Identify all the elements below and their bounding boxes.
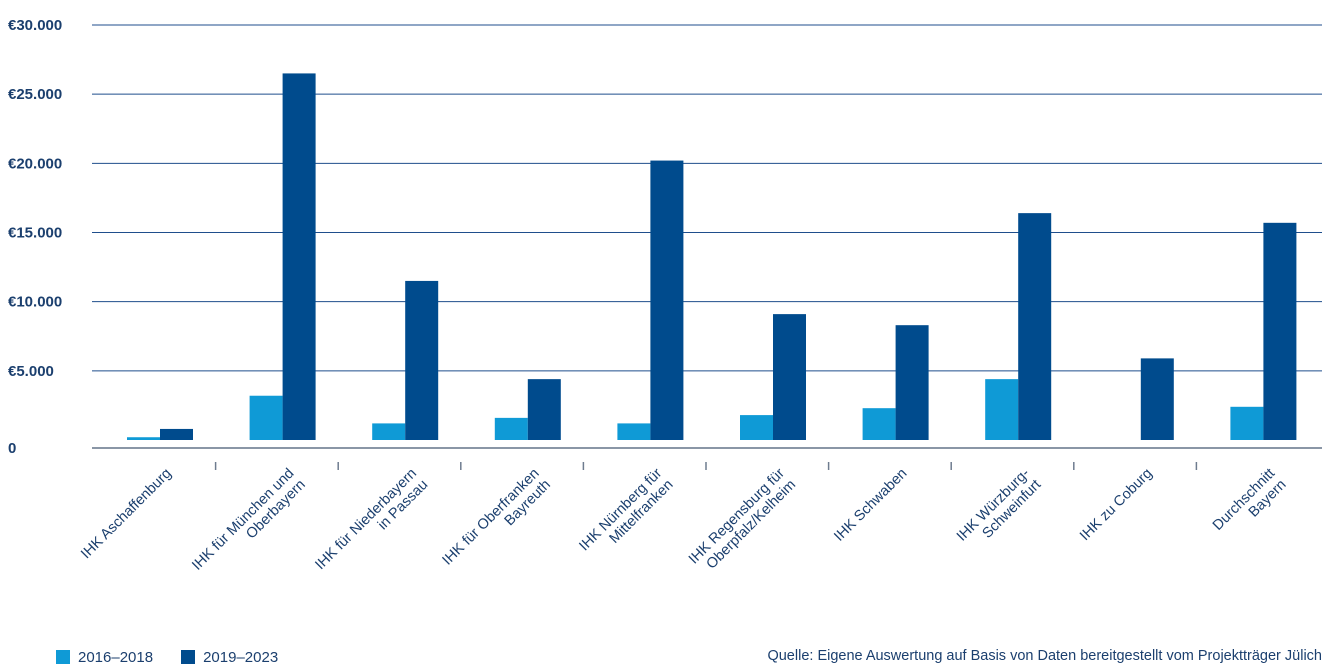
y-tick-label: €20.000: [8, 155, 62, 172]
bar-series-1: [617, 423, 651, 440]
x-tick-label: IHK Regensburg fürOberpfalz/Kelheim: [686, 465, 799, 578]
x-tick-label: IHK Würzburg-Schweinfurt: [954, 465, 1045, 556]
bar-series-2: [895, 325, 929, 440]
bar-series-2: [1263, 222, 1297, 440]
bar-series-1: [985, 379, 1019, 440]
bar-series-1: [494, 417, 528, 440]
legend-swatch: [56, 650, 70, 664]
legend-item-series-1: 2016–2018: [56, 649, 153, 666]
x-tick-label: IHK für Niederbayernin Passau: [312, 466, 431, 585]
bar-series-2: [160, 428, 193, 440]
x-tick-label: IHK für OberfrankenBayreuth: [440, 466, 554, 580]
y-tick-label: €30.000: [8, 17, 62, 34]
bar-series-2: [405, 280, 439, 440]
y-axis-tick-labels: 0 €5.000 €10.000 €15.000 €20.000 €25.000 €30.0…: [8, 17, 62, 457]
x-tick-label: IHK für München undOberbayern: [189, 466, 309, 586]
x-axis: [92, 447, 1322, 470]
bar-series-2: [650, 160, 684, 441]
x-tick-label: DurchschnittBayern: [1210, 466, 1290, 546]
legend-label: 2019–2023: [203, 648, 279, 666]
legend: 2016–2018 2019–2023: [56, 648, 306, 666]
bar-series-1: [372, 423, 406, 440]
bar-series-1: [1230, 406, 1264, 440]
y-tick-label: €25.000: [8, 86, 62, 103]
y-tick-label: €15.000: [8, 225, 62, 242]
legend-item-series-2: 2019–2023: [181, 649, 278, 666]
bar-series-2: [773, 314, 806, 440]
bar-series-2: [282, 73, 316, 441]
bar-series-2: [1018, 213, 1052, 440]
y-tick-label: €10.000: [8, 294, 62, 311]
x-axis-category-labels: IHK Aschaffenburg IHK für München undOber…: [78, 465, 1290, 586]
x-tick-label: IHK Schwaben: [831, 466, 910, 545]
bars: [127, 73, 1297, 441]
legend-label: 2016–2018: [78, 648, 154, 666]
bar-series-1: [862, 408, 896, 440]
gridlines: [92, 24, 1322, 372]
y-tick-label: 0: [8, 440, 16, 457]
legend-swatch: [181, 650, 196, 664]
bar-series-1: [249, 395, 283, 440]
x-tick-label: IHK Aschaffenburg: [78, 466, 175, 563]
y-tick-label: €5.000: [8, 363, 54, 380]
source-note: Quelle: Eigene Auswertung auf Basis von …: [767, 648, 1322, 664]
bar-series-1: [127, 437, 160, 440]
bar-series-1: [740, 415, 773, 440]
x-tick-label: IHK Nürnberg fürMittelfranken: [576, 465, 676, 565]
x-tick-label: IHK zu Coburg: [1077, 466, 1156, 545]
bar-series-2: [1140, 358, 1174, 440]
bar-series-2: [527, 379, 561, 440]
